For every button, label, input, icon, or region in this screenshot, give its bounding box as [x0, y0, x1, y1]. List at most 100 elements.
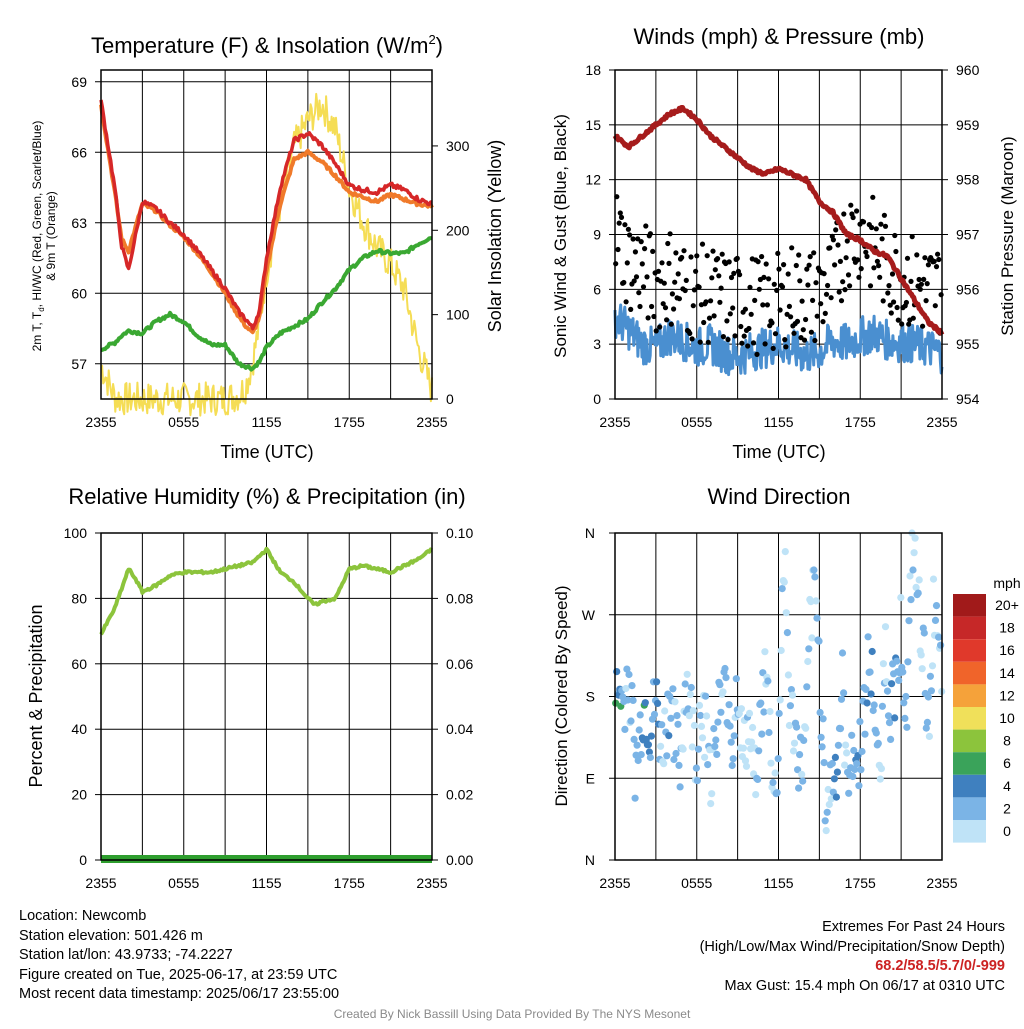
wind-gust-point — [886, 283, 892, 289]
wind-gust-point — [755, 259, 761, 265]
wind-direction-point — [897, 594, 905, 602]
wind-gust-point — [756, 286, 762, 292]
wind-direction-point — [803, 683, 811, 691]
wind-gust-point — [881, 212, 888, 218]
wind-direction-point — [925, 732, 934, 741]
pressure-y2-tick-label: 954 — [956, 391, 980, 407]
wind-gust-point — [644, 274, 650, 280]
wind-direction-point — [702, 692, 710, 700]
wind-gust-point — [642, 246, 648, 252]
wind-direction-point — [660, 760, 668, 768]
wind-direction-point — [704, 761, 712, 769]
wind-direction-point — [728, 761, 736, 770]
wind-direction-point — [622, 684, 630, 693]
humidity-y-tick-label: 40 — [71, 721, 87, 737]
wind-direction-point — [904, 658, 912, 666]
pressure-y2-tick-label: 956 — [956, 281, 980, 297]
winds-x-tick-label: 0555 — [681, 414, 712, 430]
wind-direction-point — [861, 730, 869, 738]
wind-gust-point — [869, 224, 875, 231]
wind-direction-point — [828, 759, 836, 768]
wind-direction-point — [878, 702, 887, 710]
plot-layer: 2355 0555 1155 1755 235557606366690100200300… — [64, 62, 1019, 891]
wind-direction-point — [858, 747, 866, 756]
wind-direction-point — [849, 772, 857, 781]
wind-gust-point — [833, 227, 839, 233]
wind-gust-point — [845, 272, 852, 278]
wind-direction-point — [689, 707, 697, 715]
dewpoint-line — [100, 236, 433, 372]
wind-direction-point — [842, 741, 850, 749]
wind-direction-point — [721, 664, 729, 673]
wind-direction-point — [726, 722, 734, 730]
wind-gust-point — [671, 306, 677, 312]
temperature-x-axis-label: Time (UTC) — [220, 442, 313, 462]
wind-direction-point — [804, 657, 812, 666]
winds-plot-area: 2355 0555 1155 1755 2355 0 3 6 9 12 15 18 954 955 956 9… — [585, 62, 979, 430]
wind-gust-point — [635, 236, 641, 242]
wind-gust-point — [811, 250, 817, 256]
wind-direction-point — [757, 699, 765, 707]
wind-direction-point — [650, 710, 659, 719]
wind-gust-point — [776, 266, 782, 272]
wind-direction-point — [909, 566, 917, 574]
speed-legend-label: 20+ — [995, 597, 1019, 613]
wind-gust-point — [832, 262, 838, 268]
wind-direction-point — [783, 629, 792, 637]
wind-direction-point — [848, 731, 856, 739]
winds-y-tick-label: 18 — [585, 62, 601, 78]
station-pressure-line — [612, 105, 945, 336]
wind-gust-point — [762, 341, 768, 347]
wind-gust-point — [630, 236, 636, 242]
wind-direction-point — [748, 738, 756, 746]
wind-gust-point — [664, 317, 670, 323]
wind-gust-point — [814, 313, 820, 319]
wind-gust-point — [703, 299, 709, 305]
wind-direction-point — [764, 677, 772, 685]
pressure-y-axis-label: Station Pressure (Maroon) — [998, 136, 1017, 335]
wind-direction-point — [673, 712, 681, 720]
wind-gust-point — [931, 258, 937, 264]
speed-legend-swatch — [953, 594, 986, 617]
wind-gust-point — [761, 274, 767, 280]
wind-direction-point — [900, 699, 908, 707]
wind-direction-point — [840, 689, 848, 697]
wind-direction-point — [692, 764, 701, 772]
wind-gust-point — [750, 340, 757, 346]
wind-direction-point — [698, 734, 707, 742]
wind-gust-point — [880, 298, 886, 304]
wind-gust-point — [838, 298, 845, 304]
wind-direction-point — [741, 757, 750, 765]
wind-direction-point — [822, 827, 830, 835]
wind-gust-point — [712, 267, 718, 273]
elevation-text: Station elevation: 501.426 m — [19, 927, 203, 944]
wind-direction-point — [928, 662, 937, 670]
winds-y-tick-label: 12 — [585, 172, 601, 188]
wind-gust-point — [921, 276, 927, 282]
wind-gust-point — [668, 321, 674, 327]
wind-direction-point — [843, 749, 851, 757]
wind-gust-point — [669, 291, 676, 297]
wind-direction-point — [902, 692, 910, 701]
wind-gust-point — [655, 268, 662, 274]
wind-direction-point — [760, 708, 768, 716]
wind-direction-point — [912, 583, 920, 592]
wind-gust-point — [706, 315, 713, 321]
wind-direction-point — [885, 719, 894, 727]
wind-direction-point — [864, 633, 872, 641]
temperature-x-tick-label: 1155 — [251, 414, 281, 430]
wind-direction-point — [667, 714, 675, 722]
wind-gust-point — [800, 327, 806, 333]
wind-direction-point — [687, 683, 695, 692]
wind-direction-point — [811, 573, 819, 581]
pressure-y2-tick-label: 959 — [956, 117, 980, 133]
wind-direction-point — [876, 775, 884, 783]
wind-gust-point — [627, 232, 633, 238]
wind-direction-point — [773, 789, 781, 797]
winds-x-axis-label: Time (UTC) — [732, 442, 825, 462]
wind-direction-point — [778, 585, 786, 593]
wind-direction-point — [714, 718, 722, 726]
wind-gust-point — [622, 222, 628, 228]
speed-legend-label: 4 — [1003, 778, 1011, 794]
wind-gust-point — [625, 226, 632, 232]
